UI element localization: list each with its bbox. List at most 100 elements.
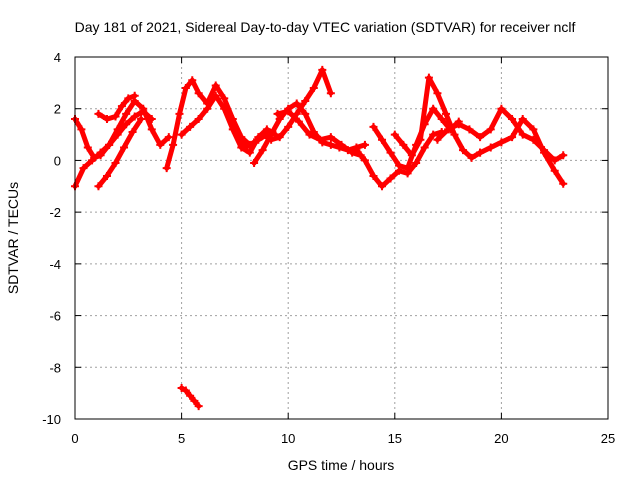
- data-point: [262, 125, 271, 134]
- data-point: [360, 140, 369, 149]
- data-point: [124, 94, 133, 103]
- data-series: [71, 65, 568, 411]
- data-point: [250, 159, 259, 168]
- data-point: [386, 174, 395, 183]
- y-tick-label: -8: [49, 360, 61, 375]
- data-point: [441, 109, 450, 118]
- data-point: [130, 91, 139, 100]
- data-point: [284, 122, 293, 131]
- data-point: [399, 140, 408, 149]
- y-tick-label: -4: [49, 257, 61, 272]
- series-line: [275, 108, 364, 158]
- data-point: [275, 115, 284, 124]
- data-point: [94, 109, 103, 118]
- data-point: [420, 143, 429, 152]
- data-point: [467, 153, 476, 162]
- data-point: [273, 109, 282, 118]
- data-point: [444, 125, 453, 134]
- data-point: [369, 122, 378, 131]
- data-point: [211, 81, 220, 90]
- data-point: [326, 133, 335, 142]
- data-point: [360, 156, 369, 165]
- data-point: [529, 125, 538, 134]
- data-point: [508, 133, 517, 142]
- data-point: [550, 156, 559, 165]
- data-point: [518, 130, 527, 139]
- data-point: [476, 148, 485, 157]
- data-point: [318, 65, 327, 74]
- series-line: [96, 116, 144, 189]
- data-point: [497, 138, 506, 147]
- y-tick-label: -10: [42, 412, 61, 427]
- series-sat-j: [352, 127, 446, 191]
- series-sat-g: [224, 65, 335, 152]
- data-point: [284, 107, 293, 116]
- data-point: [233, 130, 242, 139]
- data-point: [326, 140, 335, 149]
- data-point: [181, 386, 190, 395]
- series-sat-o: [177, 383, 203, 411]
- x-tick-label: 20: [494, 431, 508, 446]
- data-point: [437, 115, 446, 124]
- data-point: [433, 135, 442, 144]
- series-sat-l: [390, 73, 485, 162]
- data-point: [348, 148, 357, 157]
- grid: [75, 57, 608, 419]
- data-point: [147, 125, 156, 134]
- data-point: [416, 135, 425, 144]
- data-point: [122, 109, 131, 118]
- data-point: [454, 120, 463, 129]
- data-point: [465, 125, 474, 134]
- data-point: [147, 115, 156, 124]
- data-point: [301, 109, 310, 118]
- data-point: [94, 182, 103, 191]
- data-point: [77, 125, 86, 134]
- data-point: [130, 112, 139, 121]
- data-point: [190, 396, 199, 405]
- data-point: [102, 171, 111, 180]
- series-sat-d: [94, 91, 139, 124]
- data-point: [267, 130, 276, 139]
- data-point: [301, 96, 310, 105]
- data-point: [294, 117, 303, 126]
- data-point: [156, 140, 165, 149]
- y-tick-label: -2: [49, 205, 61, 220]
- data-point: [337, 140, 346, 149]
- data-point: [476, 133, 485, 142]
- x-tick-label: 10: [281, 431, 295, 446]
- data-point: [540, 148, 549, 157]
- data-point: [194, 402, 203, 411]
- data-point: [175, 109, 184, 118]
- data-point: [79, 164, 88, 173]
- data-point: [122, 120, 131, 129]
- y-tick-label: 2: [54, 102, 61, 117]
- y-tick-label: 4: [54, 50, 61, 65]
- data-point: [433, 89, 442, 98]
- data-point: [194, 115, 203, 124]
- data-point: [224, 109, 233, 118]
- data-point: [181, 84, 190, 93]
- data-point: [245, 148, 254, 157]
- data-point: [117, 102, 126, 111]
- data-point: [203, 104, 212, 113]
- data-point: [96, 148, 105, 157]
- data-point: [508, 115, 517, 124]
- data-point: [275, 133, 284, 142]
- data-point: [188, 76, 197, 85]
- data-point: [105, 140, 114, 149]
- data-point: [241, 143, 250, 152]
- plot-frame: [74, 56, 609, 420]
- data-point: [429, 130, 438, 139]
- data-point: [164, 133, 173, 142]
- data-point: [186, 391, 195, 400]
- series-line: [72, 108, 155, 189]
- data-point: [424, 73, 433, 82]
- data-point: [177, 383, 186, 392]
- data-point: [169, 140, 178, 149]
- x-tick-label: 25: [601, 431, 615, 446]
- data-point: [111, 112, 120, 121]
- y-tick-label: -6: [49, 309, 61, 324]
- x-tick-label: 0: [71, 431, 78, 446]
- data-point: [518, 115, 527, 124]
